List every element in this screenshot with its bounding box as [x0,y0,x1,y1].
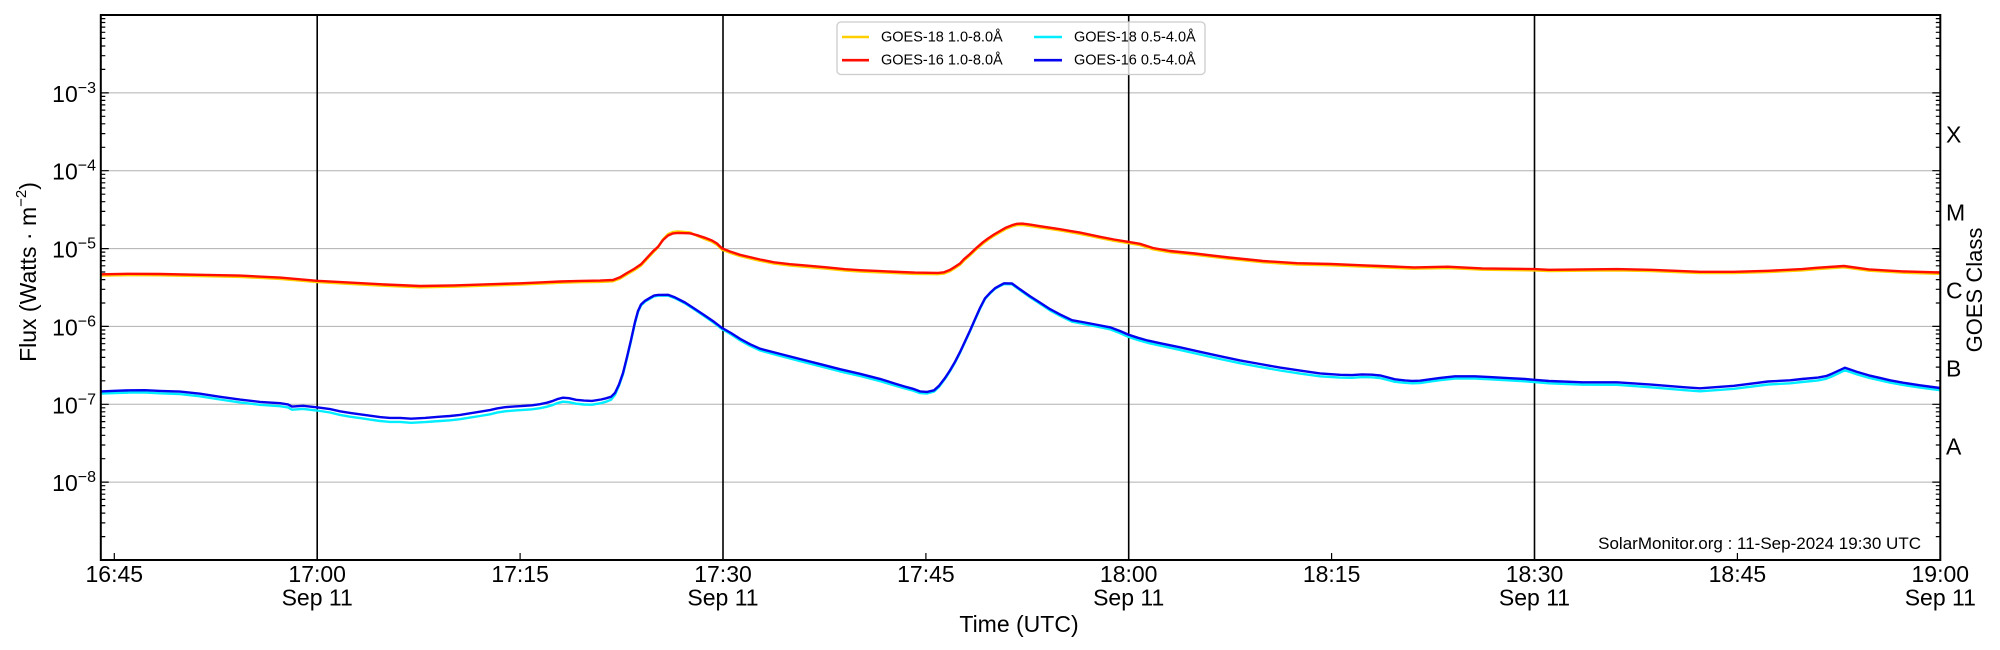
svg-text:10−3: 10−3 [52,80,96,107]
svg-text:GOES-16 0.5-4.0Å: GOES-16 0.5-4.0Å [1074,51,1196,68]
svg-text:18:00: 18:00 [1100,561,1158,587]
svg-text:Sep 11: Sep 11 [1499,585,1570,611]
svg-text:17:30: 17:30 [694,561,752,587]
svg-text:10−5: 10−5 [52,236,96,263]
svg-text:X: X [1946,122,1961,148]
svg-text:GOES-16 1.0-8.0Å: GOES-16 1.0-8.0Å [881,51,1003,68]
svg-text:10−4: 10−4 [52,158,96,185]
svg-text:B: B [1946,356,1961,382]
svg-text:17:45: 17:45 [897,561,955,587]
svg-text:10−8: 10−8 [52,469,96,496]
svg-text:Sep 11: Sep 11 [687,585,758,611]
svg-text:GOES-18 1.0-8.0Å: GOES-18 1.0-8.0Å [881,29,1003,46]
svg-text:18:30: 18:30 [1506,561,1564,587]
svg-text:17:15: 17:15 [491,561,549,587]
svg-text:18:15: 18:15 [1303,561,1361,587]
svg-text:Flux (Watts · m−2): Flux (Watts · m−2) [13,182,41,362]
svg-text:16:45: 16:45 [86,561,144,587]
svg-text:10−6: 10−6 [52,313,96,340]
svg-text:Sep 11: Sep 11 [282,585,353,611]
svg-text:GOES Class: GOES Class [1962,228,1987,353]
svg-text:18:45: 18:45 [1709,561,1767,587]
svg-text:A: A [1946,434,1962,460]
svg-text:GOES-18 0.5-4.0Å: GOES-18 0.5-4.0Å [1074,29,1196,46]
svg-text:19:00: 19:00 [1912,561,1970,587]
svg-text:Sep 11: Sep 11 [1905,585,1976,611]
svg-text:17:00: 17:00 [288,561,346,587]
svg-text:Time (UTC): Time (UTC) [959,611,1078,637]
svg-text:10−7: 10−7 [52,391,96,418]
svg-text:C: C [1946,278,1963,304]
svg-text:Sep 11: Sep 11 [1093,585,1164,611]
svg-text:SolarMonitor.org : 11-Sep-2024: SolarMonitor.org : 11-Sep-2024 19:30 UTC [1598,534,1921,553]
svg-text:M: M [1946,200,1965,226]
